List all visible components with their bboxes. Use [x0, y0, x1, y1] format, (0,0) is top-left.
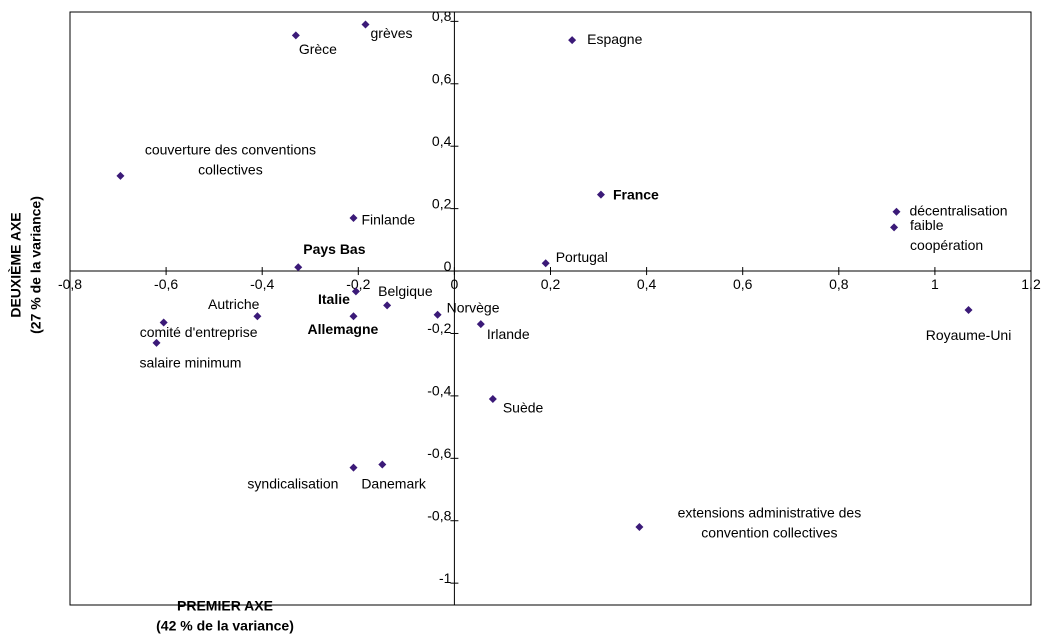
point: [433, 310, 442, 319]
x-tick-label: 1,2: [1021, 276, 1041, 292]
plot-frame: [69, 11, 1032, 606]
x-tick-label: -0,8: [58, 276, 82, 292]
point: [116, 171, 125, 180]
point-label: extensions administrative des: [678, 505, 862, 521]
x-tick-label: -0,2: [346, 276, 370, 292]
point-label: Pays Bas: [303, 241, 365, 257]
point: [349, 312, 358, 321]
point: [294, 263, 303, 272]
x-tick-label: -0,6: [154, 276, 178, 292]
x-tick-label: -0,4: [250, 276, 274, 292]
point-label: Suède: [503, 400, 544, 416]
point-label: Danemark: [361, 475, 427, 491]
point-label: Autriche: [208, 296, 260, 312]
point-label: Grèce: [299, 41, 337, 57]
point: [964, 306, 973, 315]
point-label: syndicalisation: [247, 475, 338, 491]
point-label: convention collectives: [701, 525, 837, 541]
point-label: Italie: [318, 291, 350, 307]
point: [378, 460, 387, 469]
point-label: Allemagne: [307, 321, 378, 337]
point: [635, 522, 644, 531]
point: [349, 463, 358, 472]
y-tick-label: 0,6: [432, 70, 452, 86]
point: [351, 287, 360, 296]
y-tick-label: -0,4: [427, 383, 451, 399]
point-label: Irlande: [487, 326, 530, 342]
point-label: couverture des conventions: [145, 142, 316, 158]
point-label: coopération: [910, 237, 983, 253]
point-label: Portugal: [556, 249, 608, 265]
y-tick-label: -1: [439, 570, 452, 586]
y-tick-label: -0,2: [427, 320, 451, 336]
y-tick-label: -0,8: [427, 507, 451, 523]
x-tick-label: 0,8: [829, 276, 849, 292]
y-axis-title: DEUXIÈME AXE: [8, 212, 24, 317]
point: [890, 223, 899, 232]
y-tick-label: 0,8: [432, 8, 452, 24]
point-label: décentralisation: [909, 202, 1007, 218]
point: [361, 20, 370, 29]
point-label: comité d'entreprise: [140, 324, 258, 340]
x-tick-label: 1: [931, 276, 939, 292]
point: [892, 207, 901, 216]
y-tick-label: -0,6: [427, 445, 451, 461]
point-label: faible: [910, 217, 944, 233]
point-label: salaire minimum: [139, 355, 241, 371]
point-label: Norvège: [447, 299, 500, 315]
y-tick-label: 0,4: [432, 133, 452, 149]
y-axis-title: (27 % de la variance): [28, 196, 44, 334]
point: [291, 31, 300, 40]
point-label: Finlande: [361, 212, 415, 228]
point-label: Royaume-Uni: [926, 327, 1012, 343]
point-label: grèves: [371, 25, 413, 41]
point: [349, 213, 358, 222]
point: [159, 318, 168, 327]
y-tick-label: 0,2: [432, 195, 452, 211]
point-label: France: [613, 186, 659, 202]
x-tick-label: 0,4: [637, 276, 657, 292]
x-axis-title: (42 % de la variance): [156, 618, 294, 634]
x-tick-label: 0,6: [733, 276, 753, 292]
point: [476, 320, 485, 329]
point: [541, 259, 550, 268]
point-label: Belgique: [378, 283, 433, 299]
point: [488, 395, 497, 404]
point: [568, 36, 577, 45]
x-tick-label: 0,2: [541, 276, 561, 292]
point: [253, 312, 262, 321]
point: [152, 338, 161, 347]
point: [596, 190, 605, 199]
x-tick-label: 0: [451, 276, 459, 292]
point-label: collectives: [198, 162, 263, 178]
point: [383, 301, 392, 310]
x-axis-title: PREMIER AXE: [177, 598, 273, 614]
point-label: Espagne: [587, 31, 642, 47]
y-tick-label: 0: [444, 258, 452, 274]
